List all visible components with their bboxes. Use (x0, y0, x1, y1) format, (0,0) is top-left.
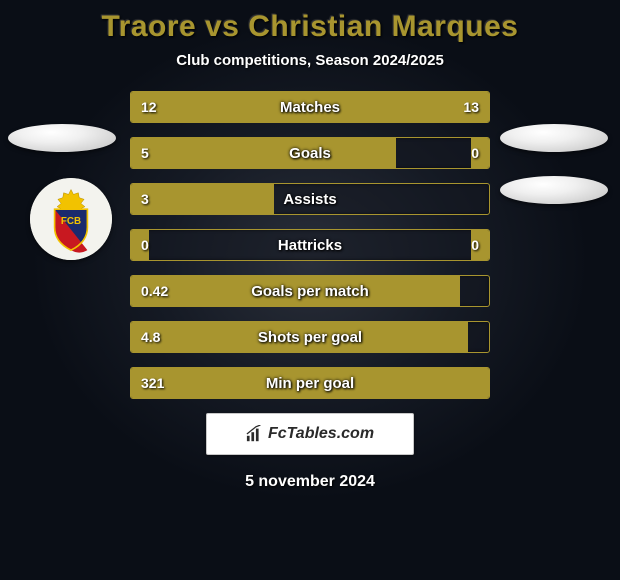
stat-value-left: 0 (141, 230, 149, 260)
stat-row: 4.8Shots per goal (130, 321, 490, 353)
stat-value-right: 13 (463, 92, 479, 122)
stat-row: 0.42Goals per match (130, 275, 490, 307)
stat-value-right: 0 (471, 138, 479, 168)
infographic-date: 5 november 2024 (0, 473, 620, 491)
stat-value-left: 0.42 (141, 276, 168, 306)
stat-row: 50Goals (130, 137, 490, 169)
stat-row: 321Min per goal (130, 367, 490, 399)
stat-row: 0 0Hattricks (130, 229, 490, 261)
stat-bars: 1213Matches50Goals3Assists00Hattricks0.4… (130, 91, 490, 399)
player-right-silhouette-2 (500, 176, 608, 204)
stat-value-left: 3 (141, 184, 149, 214)
stat-value-left: 12 (141, 92, 157, 122)
player-left-silhouette (8, 124, 116, 152)
stat-fill-left (131, 184, 274, 214)
stat-fill-left (131, 276, 460, 306)
stat-row: 3Assists (130, 183, 490, 215)
page-subtitle: Club competitions, Season 2024/2025 (0, 52, 620, 69)
infographic: Traore vs Christian Marques Club competi… (0, 0, 620, 580)
stat-fill-right (303, 92, 489, 122)
player-right-silhouette-1 (500, 124, 608, 152)
page-title: Traore vs Christian Marques (0, 10, 620, 44)
stat-fill-left (131, 322, 468, 352)
watermark: FcTables.com (206, 413, 414, 455)
bar-chart-icon (246, 425, 264, 443)
watermark-text: FcTables.com (268, 425, 374, 443)
club-badge-icon: FCB (30, 178, 112, 260)
stat-value-left: 4.8 (141, 322, 160, 352)
stat-value-left: 321 (141, 368, 164, 398)
stat-value-left: 5 (141, 138, 149, 168)
stat-value-right: 0 (471, 230, 479, 260)
svg-text:FCB: FCB (61, 216, 81, 227)
stat-fill-left (131, 368, 489, 398)
stat-row: 1213Matches (130, 91, 490, 123)
stat-label: Hattricks (131, 230, 489, 260)
stat-fill-left (131, 138, 396, 168)
